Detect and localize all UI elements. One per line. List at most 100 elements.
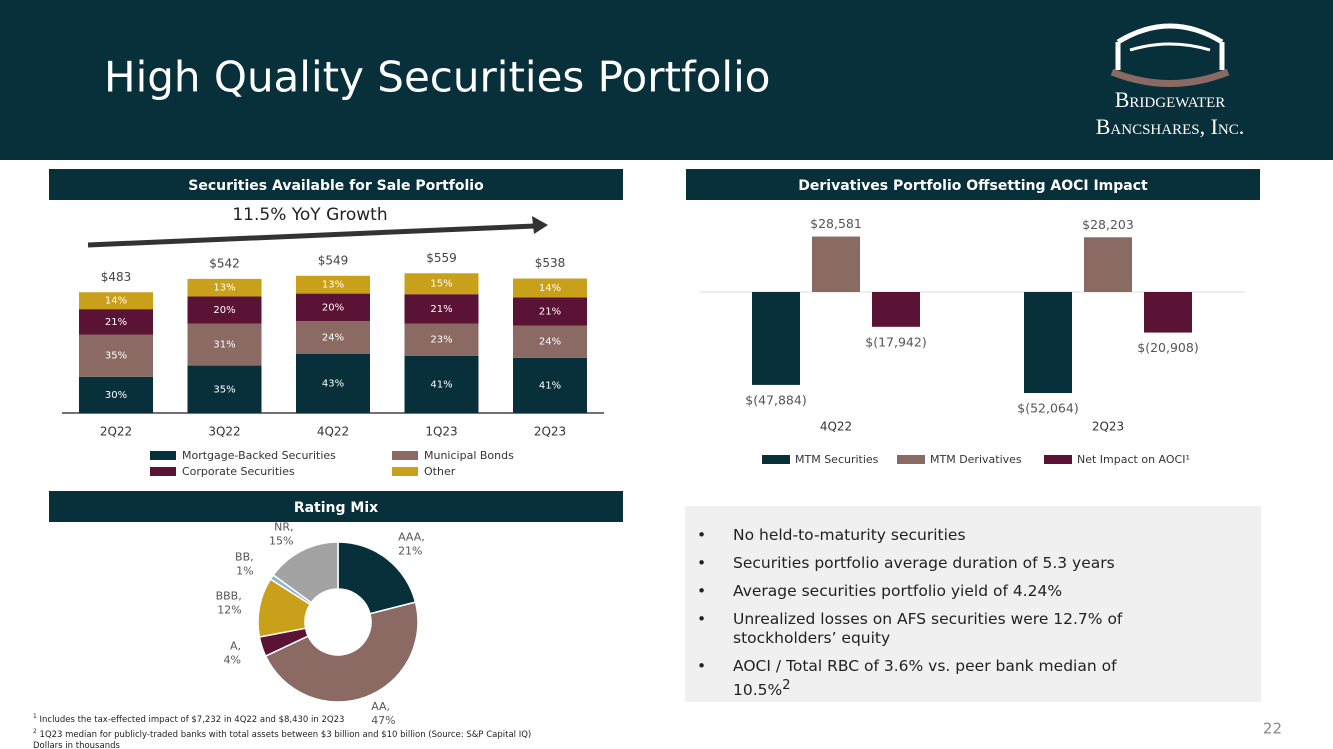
bar-segment xyxy=(404,355,479,413)
slice-category: BB, xyxy=(235,551,254,564)
bar-segment xyxy=(404,294,479,324)
bar xyxy=(752,292,800,385)
bar-segment xyxy=(296,321,370,354)
slice-category: AA, xyxy=(371,700,390,713)
total-label: $483 xyxy=(101,270,132,284)
value-label: 14% xyxy=(105,296,127,307)
legend-label: MTM Securities xyxy=(795,453,879,466)
bullet-text: Average securities portfolio yield of 4.… xyxy=(733,582,1063,600)
value-label: $28,203 xyxy=(1082,217,1134,232)
growth-arrowhead xyxy=(532,216,548,234)
bar-segment xyxy=(79,309,153,335)
value-label: $(47,884) xyxy=(745,392,806,407)
header-band xyxy=(0,0,1333,160)
value-label: $(20,908) xyxy=(1137,340,1198,355)
legend-label: Mortgage-Backed Securities xyxy=(182,449,336,462)
value-label: 20% xyxy=(322,302,344,313)
bar-segment xyxy=(404,273,479,295)
bullet: No held-to-maturity securities xyxy=(697,526,1167,545)
value-label: 35% xyxy=(213,384,235,395)
bar-segment xyxy=(187,323,262,366)
donut-slice xyxy=(337,541,417,615)
section-header xyxy=(686,169,1260,200)
donut-slice xyxy=(264,601,419,703)
x-tick-label: 2Q23 xyxy=(534,425,566,439)
chart-title: Securities Available for Sale Portfolio xyxy=(188,178,484,194)
bar-segment xyxy=(79,292,153,310)
bar-segment xyxy=(513,278,587,298)
slice-category: A, xyxy=(230,640,241,653)
bullet: Securities portfolio average duration of… xyxy=(697,554,1167,573)
slice-value-label: 1% xyxy=(236,565,253,578)
footnote-text: Dollars in thousands xyxy=(33,740,120,749)
logo-icon xyxy=(1110,23,1230,87)
value-label: 41% xyxy=(539,380,561,391)
value-label: 14% xyxy=(539,283,561,294)
value-label: 43% xyxy=(322,378,344,389)
logo-line2: Bancshares, Inc. xyxy=(1096,114,1245,139)
bar xyxy=(812,236,860,292)
bullet-text: AOCI / Total RBC of 3.6% vs. peer bank m… xyxy=(733,657,1117,700)
chart-title: Derivatives Portfolio Offsetting AOCI Im… xyxy=(798,178,1148,194)
slice-value-label: 21% xyxy=(398,545,422,558)
bar xyxy=(1084,237,1132,292)
x-tick-label: 4Q22 xyxy=(820,420,852,434)
value-label: 41% xyxy=(430,379,452,390)
logo-line1: Bridgewater xyxy=(1115,87,1226,112)
legend-swatch xyxy=(150,467,176,476)
total-label: $542 xyxy=(209,256,240,270)
legend-swatch xyxy=(1044,455,1072,464)
bar-segment xyxy=(513,297,587,326)
slice-category: AAA, xyxy=(398,531,425,544)
value-label: 35% xyxy=(105,351,127,362)
section-header xyxy=(49,169,623,200)
footnotes: 1 Includes the tax-effected impact of $7… xyxy=(33,711,531,749)
legend-label: Other xyxy=(424,465,456,478)
legend-swatch xyxy=(392,451,418,460)
value-label: 21% xyxy=(539,306,561,317)
bar-segment xyxy=(296,275,370,294)
value-label: $(52,064) xyxy=(1017,401,1078,416)
bar-segment xyxy=(296,353,370,413)
bar xyxy=(1144,292,1192,333)
bullet: AOCI / Total RBC of 3.6% vs. peer bank m… xyxy=(697,657,1167,700)
bullet: Unrealized losses on AFS securities were… xyxy=(697,610,1167,648)
bullet-text: Securities portfolio average duration of… xyxy=(733,554,1115,572)
legend-label: MTM Derivatives xyxy=(930,453,1022,466)
bar xyxy=(1024,292,1072,394)
bar xyxy=(872,292,920,327)
bar-segment xyxy=(79,376,153,413)
value-label: 21% xyxy=(430,304,452,315)
bar-segment xyxy=(187,296,262,324)
bullet-list: No held-to-maturity securities Securities… xyxy=(697,526,1167,709)
donut-slice xyxy=(272,541,339,604)
x-tick-label: 4Q22 xyxy=(317,425,349,439)
slice-category: NR, xyxy=(274,521,293,534)
annotation: 11.5% YoY Growth xyxy=(232,205,387,225)
x-tick-label: 1Q23 xyxy=(425,425,457,439)
total-label: $549 xyxy=(318,253,349,267)
total-label: $559 xyxy=(426,251,457,265)
legend-label: Net Impact on AOCI¹ xyxy=(1077,453,1190,466)
bullet-text: Unrealized losses on AFS securities were… xyxy=(733,610,1123,647)
bar-segment xyxy=(404,323,479,356)
page-title: High Quality Securities Portfolio xyxy=(104,53,770,102)
value-label: 30% xyxy=(105,390,127,401)
legend-label: Corporate Securities xyxy=(182,465,295,478)
slice-value-label: 12% xyxy=(217,604,241,617)
bullet: Average securities portfolio yield of 4.… xyxy=(697,582,1167,601)
legend-swatch xyxy=(150,451,176,460)
value-label: 24% xyxy=(322,333,344,344)
value-label: 20% xyxy=(213,305,235,316)
value-label: 31% xyxy=(213,340,235,351)
legend-swatch xyxy=(897,455,925,464)
legend-swatch xyxy=(762,455,790,464)
x-tick-label: 2Q22 xyxy=(100,425,132,439)
slice-value-label: 4% xyxy=(224,654,241,667)
slice-value-label: 15% xyxy=(269,535,293,548)
slice-value-label: 47% xyxy=(371,714,395,727)
value-label: 13% xyxy=(213,283,235,294)
value-label: 21% xyxy=(105,317,127,328)
footnote: 1 Includes the tax-effected impact of $7… xyxy=(33,711,531,726)
